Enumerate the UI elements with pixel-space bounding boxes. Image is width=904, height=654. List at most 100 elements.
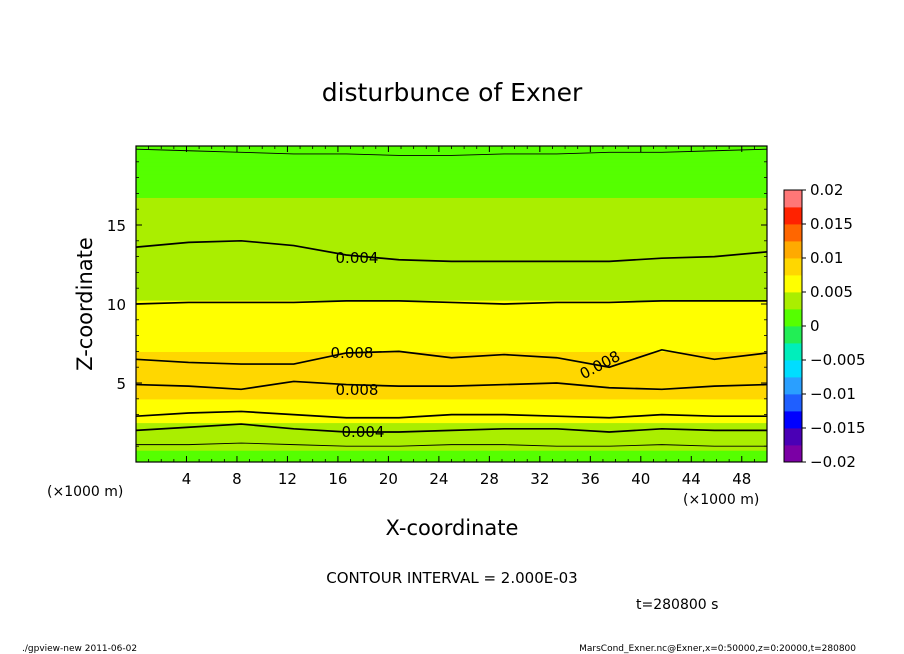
contour-line (136, 380, 767, 391)
field-band (136, 390, 767, 396)
field-band (136, 426, 767, 431)
field-band (136, 193, 767, 198)
colorbar-tick-label: −0.01 (810, 385, 856, 403)
colorbar-segment (784, 428, 802, 446)
field-band (136, 228, 767, 234)
field-band (136, 296, 767, 301)
colorbar-segment (784, 207, 802, 225)
x-tick-label: 24 (429, 470, 448, 488)
colorbar (784, 190, 802, 463)
field-band (136, 264, 767, 270)
field-band (136, 248, 767, 254)
contour-interval-text: CONTOUR INTERVAL = 2.000E-03 (326, 569, 577, 587)
colorbar-segment (784, 394, 802, 412)
field-band (136, 402, 767, 408)
field-band (136, 446, 767, 451)
colorbar-segment (784, 241, 802, 259)
x-tick-label: 16 (328, 470, 347, 488)
field-band (136, 181, 767, 187)
field-band (136, 406, 767, 412)
x-tick-label: 20 (379, 470, 398, 488)
field-band (136, 343, 767, 349)
field-band (136, 157, 767, 163)
field-band (136, 272, 767, 277)
contour-label: 0.008 (331, 344, 374, 362)
x-tick-label: 12 (278, 470, 297, 488)
x-unit-right: (×1000 m) (683, 492, 759, 508)
colorbar-segment (784, 326, 802, 344)
x-tick-label: 4 (182, 470, 192, 488)
contour-label: 0.004 (342, 423, 385, 441)
field-band (136, 232, 767, 238)
field-band (136, 347, 767, 352)
field-band (136, 280, 767, 285)
footer-left: ./gpview-new 2011-06-02 (22, 644, 137, 654)
colorbar-segment (784, 445, 802, 463)
field-band (136, 304, 767, 309)
field-band (136, 422, 767, 428)
contour-line (136, 423, 767, 433)
y-axis-label: Z-coordinate (73, 237, 97, 371)
field-band (136, 434, 767, 439)
x-axis-ticks: 4 8 12 16 20 24 28 32 36 40 44 48 (148, 146, 755, 488)
colorbar-segment (784, 190, 802, 208)
field-band (136, 149, 767, 155)
field-band (136, 197, 767, 202)
field-band (136, 177, 767, 183)
contour-line (136, 410, 767, 419)
colorbar-tick-label: 0.01 (810, 249, 843, 267)
field-band (136, 185, 767, 191)
field-band (136, 292, 767, 297)
contour-line (136, 239, 767, 263)
colorbar-segment (784, 377, 802, 395)
contour-lines (136, 148, 767, 447)
field-band (136, 394, 767, 400)
field-band (136, 375, 767, 380)
field-band (136, 450, 767, 455)
y-tick-label: 15 (107, 217, 126, 235)
field-band (136, 256, 767, 262)
field-band (136, 414, 767, 420)
field-band (136, 430, 767, 435)
contour-line (136, 299, 767, 305)
field-band (136, 201, 767, 206)
contour-label: 0.008 (336, 381, 379, 399)
field-band (136, 359, 767, 364)
field-band (136, 169, 767, 175)
colorbar-tick-label: −0.005 (810, 351, 866, 369)
field-band (136, 173, 767, 179)
field-band (136, 311, 767, 317)
colorbar-tick-label: −0.02 (810, 453, 856, 471)
field-band (136, 379, 767, 384)
field-band (136, 383, 767, 388)
footer-right: MarsCond_Exner.nc@Exner,x=0:50000,z=0:20… (579, 644, 856, 654)
colorbar-segment (784, 411, 802, 429)
field-band (136, 161, 767, 167)
y-tick-label: 5 (116, 375, 126, 393)
field-band (136, 288, 767, 293)
field-band (136, 165, 767, 171)
field-band (136, 252, 767, 258)
x-tick-label: 48 (732, 470, 751, 488)
x-tick-label: 40 (631, 470, 650, 488)
field-band (136, 153, 767, 159)
x-tick-label: 44 (682, 470, 701, 488)
field-band (136, 307, 767, 313)
x-axis-label: X-coordinate (386, 516, 519, 540)
field-band (136, 315, 767, 321)
field-band (136, 240, 767, 246)
colorbar-tick-label: −0.015 (810, 419, 866, 437)
field-band (136, 454, 767, 459)
field-band (136, 331, 767, 337)
field-band (136, 189, 767, 194)
field-band (136, 319, 767, 325)
y-tick-label: 10 (107, 296, 126, 314)
field-band (136, 225, 767, 230)
field-band (136, 260, 767, 266)
field-band (136, 339, 767, 345)
colorbar-ticks: 0.02 0.015 0.01 0.005 0 −0.005 −0.01 −0.015 −0.0… (802, 181, 866, 471)
time-text: t=280800 s (636, 597, 718, 613)
y-axis-ticks: 5 10 15 (107, 161, 767, 447)
field-band (136, 351, 767, 356)
